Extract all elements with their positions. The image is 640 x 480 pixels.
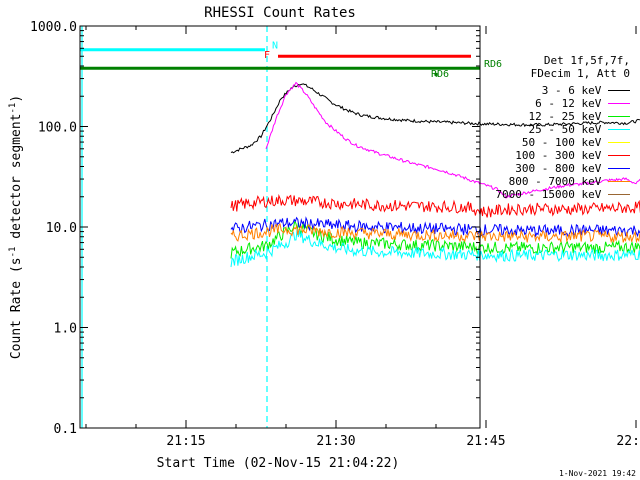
series-line [230, 228, 640, 268]
chart-title: RHESSI Count Rates [204, 5, 356, 21]
legend-swatch [608, 194, 630, 195]
legend-entry: 3 - 6 keV [542, 80, 630, 97]
x-axis-label: Start Time (02-Nov-15 21:04:22) [157, 456, 400, 471]
legend-swatch [608, 181, 630, 182]
y-tick-label: 100.0 [38, 121, 77, 136]
legend-label: 6 - 12 keV [535, 97, 608, 110]
plot-area: NFRD6RD6S [80, 26, 640, 428]
legend-entry: 7000 - 15000 keV [495, 184, 630, 201]
legend-header: Det 1f,5f,7f, [543, 54, 630, 67]
flag-label: N [272, 40, 278, 51]
legend-entry: 6 - 12 keV [535, 93, 630, 110]
series-line [265, 81, 640, 199]
y-axis-label: Count Rate (s-1 detector segment-1) [8, 95, 24, 359]
legend-swatch [608, 155, 630, 156]
x-tick-label: 21:30 [316, 434, 355, 449]
timestamp: 1-Nov-2021 19:42 [558, 469, 636, 478]
legend-entry: 25 - 50 keV [529, 119, 630, 136]
flag-label: RD6 [431, 69, 449, 80]
flag-label: F [264, 50, 270, 61]
legend-swatch [608, 168, 630, 169]
flag-marker [434, 72, 438, 76]
y-tick-label: 1000.0 [30, 20, 77, 35]
legend-label: 25 - 50 keV [528, 123, 608, 136]
legend-swatch [608, 142, 630, 143]
y-tick-label: 0.1 [54, 422, 77, 437]
legend-entry: 800 - 7000 keV [509, 171, 630, 188]
y-tick-label: 10.0 [46, 221, 77, 236]
x-tick-label: 21:15 [166, 434, 205, 449]
legend-label: 800 - 7000 keV [508, 175, 608, 188]
y-tick-label: 1.0 [54, 322, 77, 337]
legend-swatch [608, 116, 630, 117]
legend-label: 7000 - 15000 keV [495, 188, 608, 201]
series-line [230, 83, 640, 154]
y-axis: 0.1 1.0 10.0 100.0 1000.0 [30, 20, 480, 437]
legend-label: 12 - 25 keV [528, 110, 608, 123]
legend-label: 3 - 6 keV [541, 84, 608, 97]
legend-entry: 12 - 25 keV [529, 106, 630, 123]
legend-label: 50 - 100 keV [521, 136, 608, 149]
legend-swatch [608, 129, 630, 130]
legend-entry: 50 - 100 keV [522, 132, 630, 149]
legend-entry: 100 - 300 keV [515, 145, 630, 162]
x-tick-label: 21:45 [466, 434, 505, 449]
flag-label: RD6 [484, 59, 502, 70]
legend-swatch [608, 103, 630, 104]
series-line [230, 223, 640, 244]
legend-entry: 300 - 800 keV [515, 158, 630, 175]
legend-swatch [608, 90, 630, 91]
x-tick-label: 22:00 [616, 434, 640, 449]
series-line [230, 193, 640, 218]
legend-header: FDecim 1, Att 0 [530, 67, 630, 80]
legend-label: 100 - 300 keV [515, 149, 608, 162]
legend-label: 300 - 800 keV [515, 162, 608, 175]
